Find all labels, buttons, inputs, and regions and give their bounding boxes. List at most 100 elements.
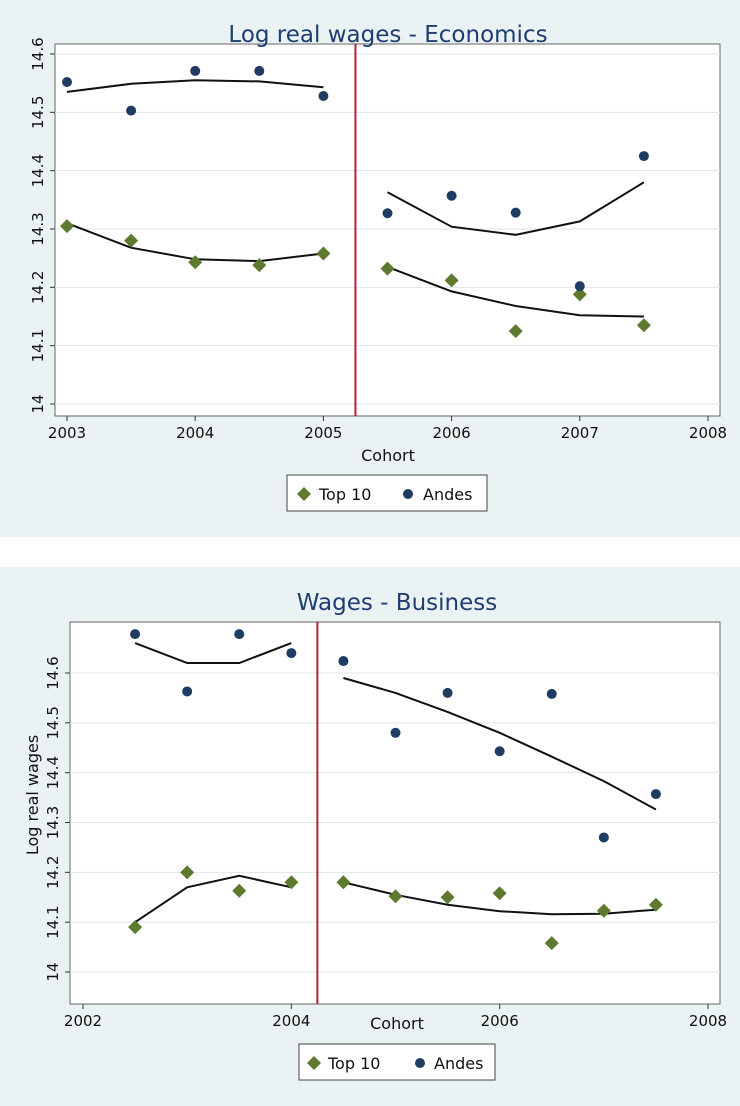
andes-point [546, 688, 557, 699]
fit-line [66, 79, 324, 93]
x-tick-label: 2008 [689, 1012, 727, 1030]
andes-point [510, 207, 521, 218]
legend-andes-label: Andes [423, 485, 472, 504]
andes-point [442, 687, 453, 698]
top10-point [124, 233, 139, 248]
top10-point [572, 287, 587, 302]
fit-line [134, 642, 292, 664]
andes-point [126, 105, 137, 116]
andes-point [182, 686, 193, 697]
andes-point [494, 746, 505, 757]
andes-point [130, 629, 141, 640]
chart-title: Log real wages - Economics [228, 22, 547, 48]
top10-point [232, 883, 247, 898]
andes-point [318, 91, 329, 101]
legend-top10-marker-icon [307, 1056, 321, 1070]
legend-box [298, 1043, 496, 1081]
chart-panel-business: 14 14.1 14.2 14.3 14.4 14.5 14.6 2002 2004 2006 2… [0, 567, 740, 1106]
plot-area [69, 621, 721, 1005]
y-axis-ticks: 14 14.1 14.2 14.3 14.4 14.5 14.6 [29, 37, 55, 414]
y-tick-label: 14.3 [29, 212, 47, 245]
plot-area [54, 43, 721, 417]
top10-point [180, 865, 195, 880]
top10-point [388, 889, 403, 904]
y-tick-label: 14.2 [44, 856, 62, 889]
legend-andes-marker-icon [415, 1058, 425, 1068]
top10-point [440, 890, 455, 905]
legend: Top 10 Andes [286, 474, 488, 512]
andes-point [254, 65, 265, 76]
y-tick-label: 14.4 [44, 756, 62, 789]
andes-point [390, 727, 401, 738]
y-tick-label: 14.2 [29, 271, 47, 304]
legend-top10-label: Top 10 [327, 1054, 380, 1073]
x-tick-label: 2006 [433, 424, 471, 442]
y-tick-label: 14.6 [44, 656, 62, 689]
andes-point [234, 629, 245, 640]
top10-point [284, 875, 299, 890]
top10-point [508, 324, 523, 339]
y-tick-label: 14.3 [44, 806, 62, 839]
top10-point [188, 255, 203, 270]
chart-title: Wages - Business [297, 590, 497, 616]
fit-line [387, 181, 645, 236]
top10-point [648, 897, 663, 912]
fit-line [387, 265, 644, 318]
x-tick-label: 2003 [48, 424, 86, 442]
top10-point [128, 920, 143, 935]
x-tick-label: 2002 [64, 1012, 102, 1030]
andes-point [62, 77, 72, 87]
andes-point [598, 832, 609, 843]
y-tick-label: 14 [29, 394, 47, 413]
x-axis-label: Cohort [370, 1014, 424, 1033]
andes-point [446, 190, 457, 201]
top10-point [492, 886, 507, 901]
fit-line [134, 874, 292, 924]
legend-top10-label: Top 10 [318, 485, 371, 504]
legend-box [286, 474, 488, 512]
top10-point [596, 903, 611, 918]
y-tick-label: 14.1 [44, 905, 62, 938]
legend: Top 10 Andes [298, 1043, 496, 1081]
data-points [128, 629, 663, 951]
y-tick-label: 14.1 [29, 329, 47, 362]
chart-panel-economics: 14 14.1 14.2 14.3 14.4 14.5 14.6 2003 2004 2005 2… [0, 0, 740, 537]
top10-point [636, 318, 651, 333]
grid-lines [70, 672, 720, 973]
andes-point [638, 151, 649, 162]
x-axis-ticks: 2003 2004 2005 2006 2007 2008 [48, 416, 727, 442]
y-tick-label: 14 [44, 962, 62, 981]
y-tick-label: 14.5 [29, 96, 47, 129]
fit-line [343, 677, 657, 811]
x-tick-label: 2006 [481, 1012, 519, 1030]
y-tick-label: 14.5 [44, 706, 62, 739]
andes-point [574, 281, 585, 292]
x-tick-label: 2005 [304, 424, 342, 442]
andes-point [382, 208, 393, 219]
x-tick-label: 2007 [561, 424, 599, 442]
top10-point [444, 273, 459, 288]
andes-point [286, 648, 297, 659]
andes-point [190, 65, 201, 76]
top10-point [60, 219, 74, 234]
x-tick-label: 2004 [176, 424, 214, 442]
data-points [60, 65, 651, 339]
legend-andes-label: Andes [434, 1054, 483, 1073]
x-axis-label: Cohort [361, 446, 415, 465]
x-tick-label: 2008 [689, 424, 727, 442]
y-axis-ticks: 14 14.1 14.2 14.3 14.4 14.5 14.6 [44, 656, 70, 982]
top10-point [252, 258, 267, 273]
andes-point [650, 789, 661, 800]
top10-point [380, 261, 395, 276]
y-tick-label: 14.6 [29, 37, 47, 70]
legend-andes-marker-icon [403, 489, 413, 499]
top10-point [544, 936, 559, 951]
andes-point [338, 656, 349, 667]
grid-lines [55, 53, 720, 405]
x-axis-ticks: 2002 2004 2006 2008 [64, 1004, 727, 1030]
y-axis-label: Log real wages [23, 735, 42, 855]
y-tick-label: 14.4 [29, 154, 47, 187]
top10-point [336, 875, 351, 890]
